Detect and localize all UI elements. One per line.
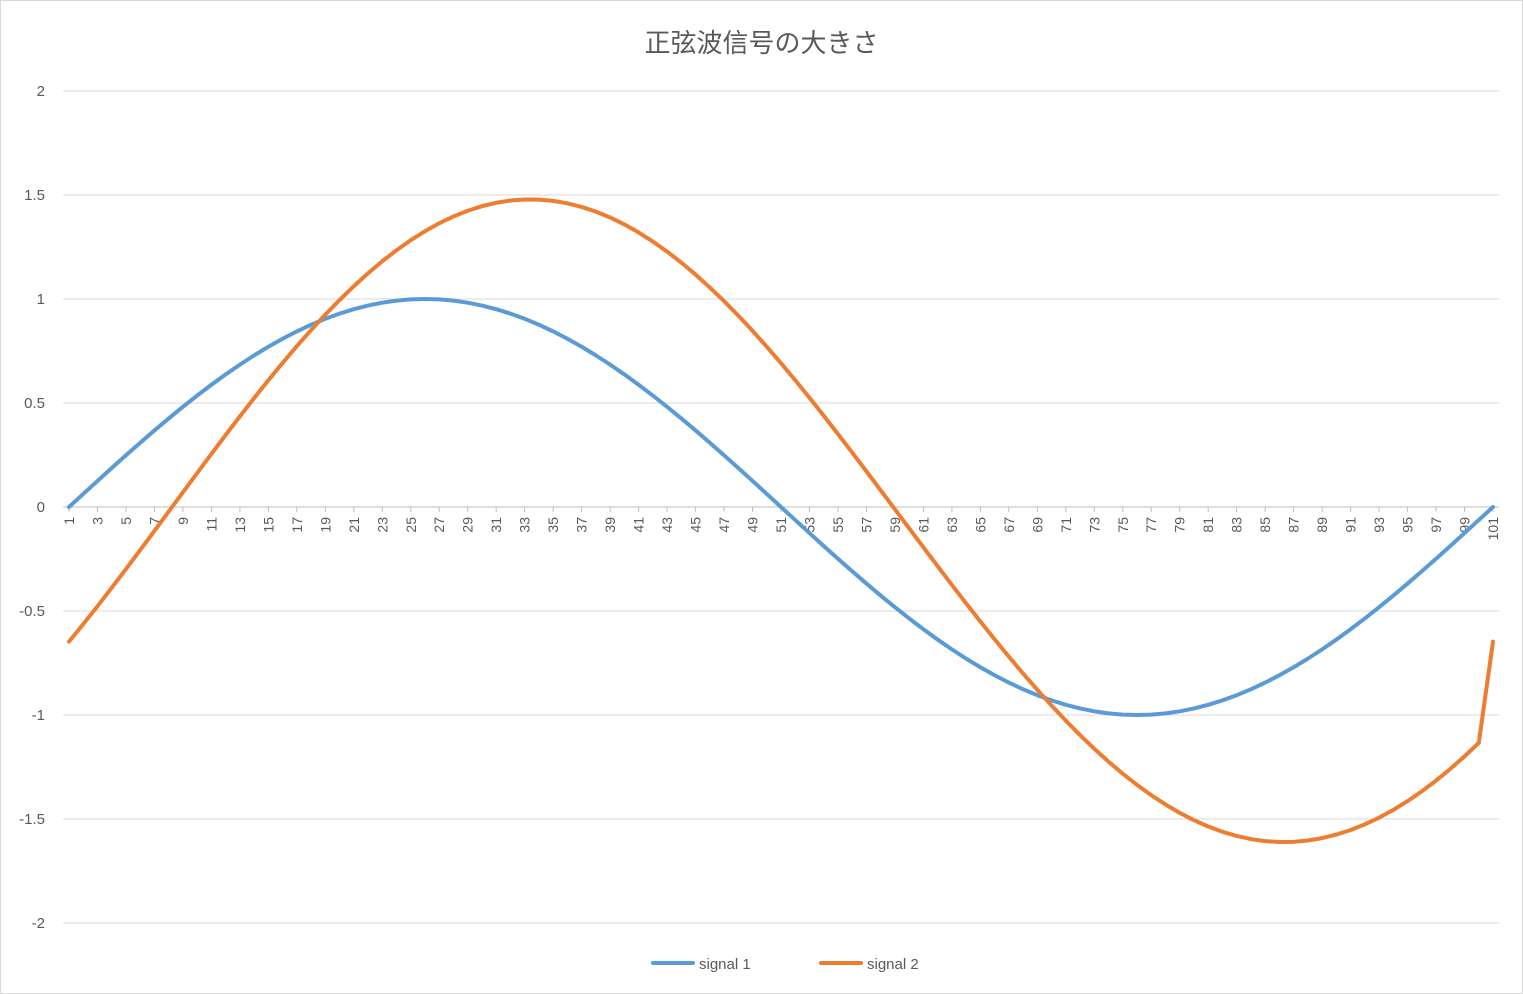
gridlines [63,90,1499,924]
x-tick-label: 77 [1143,517,1159,533]
x-tick-label: 27 [431,517,447,533]
x-tick-label: 91 [1343,517,1359,533]
series-group [67,197,1495,844]
y-tick-label: -1.5 [19,811,45,828]
x-tick-label: 67 [1001,517,1017,533]
x-tick-label: 43 [659,517,675,533]
x-tick-label: 33 [517,517,533,533]
x-tick-label: 75 [1115,517,1131,533]
legend-label-2: signal 2 [867,956,919,973]
x-tick-label: 89 [1314,517,1330,533]
x-tick-label: 45 [688,517,704,533]
x-tick-label: 37 [574,517,590,533]
x-tick-label: 65 [972,517,988,533]
x-tick-label: 63 [944,517,960,533]
x-tick-label: 21 [346,517,362,533]
x-tick-label: 49 [745,517,761,533]
x-tick-label: 13 [232,517,248,533]
x-tick-label: 7 [146,517,162,525]
y-tick-label: -2 [32,915,45,932]
series-line-2 [67,197,1495,844]
y-tick-label: 1 [37,291,45,308]
x-tick-label: 59 [887,517,903,533]
x-tick-label: 29 [460,517,476,533]
x-tick-label: 87 [1286,517,1302,533]
x-tick-label: 81 [1200,517,1216,533]
x-tick-label: 57 [858,517,874,533]
x-tick-label: 93 [1371,517,1387,533]
x-tick-label: 1 [61,517,77,525]
y-tick-label: -1 [32,707,45,724]
x-tick-label: 97 [1428,517,1444,533]
x-tick-label: 55 [830,517,846,533]
x-tick-label: 25 [403,517,419,533]
x-tick-label: 83 [1229,517,1245,533]
x-tick-label: 9 [175,517,191,525]
x-tick-label: 15 [260,517,276,533]
y-tick-label: 1.5 [24,187,45,204]
x-tick-label: 85 [1257,517,1273,533]
x-tick-label: 19 [317,517,333,533]
x-tick-label: 41 [631,517,647,533]
x-tick-label: 61 [915,517,931,533]
x-tick-label: 101 [1485,517,1501,541]
x-tick-label: 69 [1029,517,1045,533]
legend-label-1: signal 1 [699,956,751,973]
y-tick-label: 0 [37,499,45,516]
x-tick-label: 51 [773,517,789,533]
legend: signal 1 signal 2 [651,956,919,973]
chart-title: 正弦波信号の大きさ [644,29,879,59]
y-tick-label: 0.5 [24,395,45,412]
x-tick-label: 35 [545,517,561,533]
x-tick-label: 11 [203,517,219,532]
series-line-1 [67,297,1495,717]
x-tick-label: 17 [289,517,305,533]
y-axis-ticks: 2 1.5 1 0.5 0 -0.5 -1 -1.5 -2 [19,83,45,932]
x-tick-label: 73 [1086,517,1102,533]
y-tick-label: -0.5 [19,603,45,620]
x-tick-label: 79 [1172,517,1188,533]
x-tick-label: 31 [488,517,504,533]
x-tick-label: 23 [374,517,390,533]
x-tick-label: 39 [602,517,618,533]
x-tick-label: 71 [1058,517,1074,533]
x-tick-label: 47 [716,517,732,533]
x-axis: 1 3 5 7 9 11 13 15 17 19 21 23 25 27 29 31 33 35 37 39 41 43 4… [61,506,1501,541]
x-tick-label: 3 [89,517,105,525]
x-tick-label: 5 [118,517,134,525]
x-tick-label: 95 [1400,517,1416,533]
y-tick-label: 2 [37,83,45,100]
